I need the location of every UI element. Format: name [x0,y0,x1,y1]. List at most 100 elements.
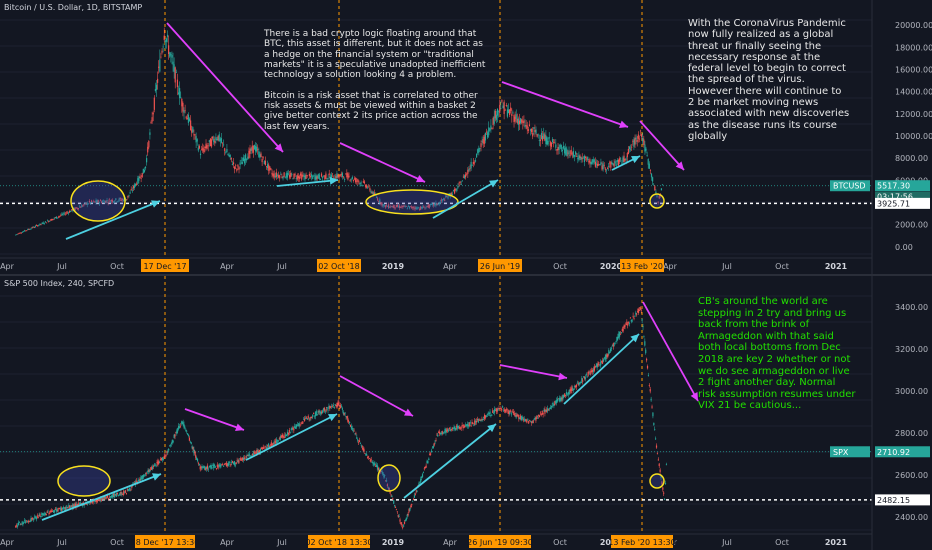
candle-body [247,455,249,456]
candle-body [57,509,59,512]
candle-body [647,159,649,165]
spx-chart-pane[interactable]: 3400.00 3200.00 3000.00 2800.00 2600.00 2400.… [0,276,932,550]
pane-divider[interactable] [0,274,932,276]
candle-body [166,451,168,453]
candle-body [135,480,137,482]
candle-body [664,499,666,501]
candle-body [429,454,431,456]
candle-body [270,442,272,446]
candle-body [510,410,512,412]
event-date-tag: 18 Dec '17 13:30 [131,538,200,547]
candle-body [607,354,609,357]
candle-body [547,140,549,145]
candle-body [73,504,75,508]
candle-body [657,202,659,204]
candle-body [575,151,577,155]
spx-chart[interactable]: 3400.00 3200.00 3000.00 2800.00 2600.00 2400.… [0,276,932,550]
candle-body [565,395,567,397]
candle-body [471,422,473,424]
candle-body [282,434,284,438]
candle-body [307,415,309,419]
candle-body [510,107,512,111]
candle-body [110,200,113,202]
candle-body [637,134,639,139]
candle-body [176,430,178,434]
time-axis-label: 2021 [825,538,848,547]
candle-body [300,173,302,176]
candle-body [159,59,161,72]
candle-body [41,513,43,516]
btc-chart-pane[interactable]: 20000.00 18000.00 16000.00 14000.00 12000.00… [0,0,932,274]
candle-body [287,173,290,175]
candle-body [147,146,149,153]
candle-body [402,205,404,208]
candle-body [434,203,436,206]
candle-body [199,466,201,470]
candle-body [78,206,81,208]
candle-body [589,159,591,164]
candle-body [481,140,483,142]
candle-body [611,344,614,346]
candle-body [414,493,416,495]
candle-body [31,518,33,519]
candle-body [241,162,243,165]
candle-body [606,354,608,357]
candle-body [214,140,216,144]
candle-body [196,139,198,142]
candle-body [586,158,588,160]
candle-body [473,162,476,164]
event-date-tag: 17 Dec '17 [143,262,186,271]
candle-body [206,145,208,149]
candle-body [255,452,257,454]
candle-body [218,134,220,141]
candle-body [275,440,277,444]
candle-body [392,498,394,500]
candle-body [160,458,162,460]
candle-body [509,109,511,116]
candle-body [135,183,137,186]
candle-body [303,418,305,420]
candle-body [96,500,98,503]
candle-body [246,455,248,457]
candle-body [314,176,316,180]
candle-body [448,427,451,429]
candle-body [645,148,647,151]
candle-body [363,181,366,184]
candle-body [151,117,153,122]
candle-body [543,409,545,412]
candle-body [438,431,440,434]
candle-body [224,463,227,465]
btc-chart[interactable]: 20000.00 18000.00 16000.00 14000.00 12000.00… [0,0,932,274]
candle-body [44,221,47,223]
time-axis-label: Jul [56,262,67,271]
candle-body [470,161,472,169]
candle-body [149,132,151,135]
candle-body [363,449,365,452]
candle-body [131,190,133,192]
candle-body [493,409,496,413]
candle-body [127,195,129,198]
candle-body [290,429,292,431]
candle-body [602,359,605,362]
candle-body [224,148,226,151]
candle-body [173,434,175,439]
candle-body [481,418,483,421]
candle-body [346,416,348,418]
candle-body [181,98,183,107]
candle-body [169,445,171,447]
candle-body [489,411,491,414]
candle-body [97,499,100,500]
candle-body [350,426,353,429]
candle-body [23,522,25,524]
time-axis-label: Jul [276,262,287,271]
candle-body [407,513,409,516]
time-axis-label: Apr [443,262,458,271]
candle-body [511,411,514,413]
candle-body [479,419,481,421]
candle-body [485,415,488,417]
candle-body [389,207,391,209]
candle-body [483,417,485,418]
candle-body [349,421,351,423]
candle-body [404,519,407,522]
downtrend-arrow [642,301,699,402]
